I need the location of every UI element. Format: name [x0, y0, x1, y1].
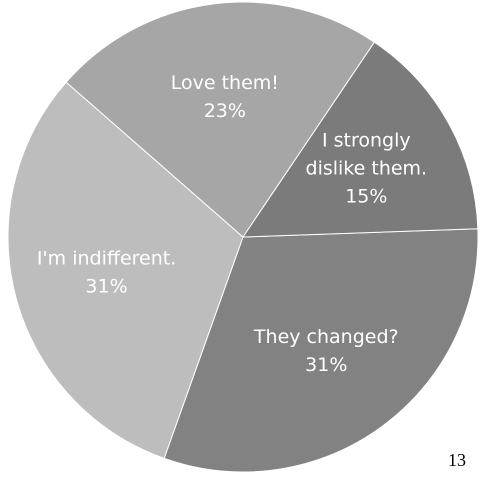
pie-slice-2	[7, 81, 244, 460]
pie-slice-4	[242, 41, 479, 238]
slice-value-label: 31%	[85, 275, 127, 297]
page-number: 13	[448, 450, 466, 470]
pie-slice-3	[65, 1, 376, 238]
pie-slices	[7, 1, 479, 473]
slice-category-label: I strongly	[322, 129, 411, 151]
slice-value-label: 31%	[305, 353, 347, 375]
pie-labels: They changed? 31% I'm indifferent. 31% Love …	[37, 72, 427, 376]
slice-category-label: I'm indifferent.	[37, 247, 176, 269]
slice-label-2: I'm indifferent. 31%	[37, 247, 176, 297]
pie-slice-1	[163, 228, 479, 473]
slice-category-label: They changed?	[253, 325, 399, 347]
slice-value-label: 23%	[204, 100, 246, 122]
slice-value-label: 15%	[345, 185, 387, 207]
slice-label-3: Love them! 23%	[171, 72, 279, 122]
slice-label-1: They changed? 31%	[253, 325, 399, 375]
slice-category-label: dislike them.	[306, 157, 428, 179]
slice-category-label: Love them!	[171, 72, 279, 94]
slice-label-4: I strongly dislike them. 15%	[306, 129, 428, 207]
